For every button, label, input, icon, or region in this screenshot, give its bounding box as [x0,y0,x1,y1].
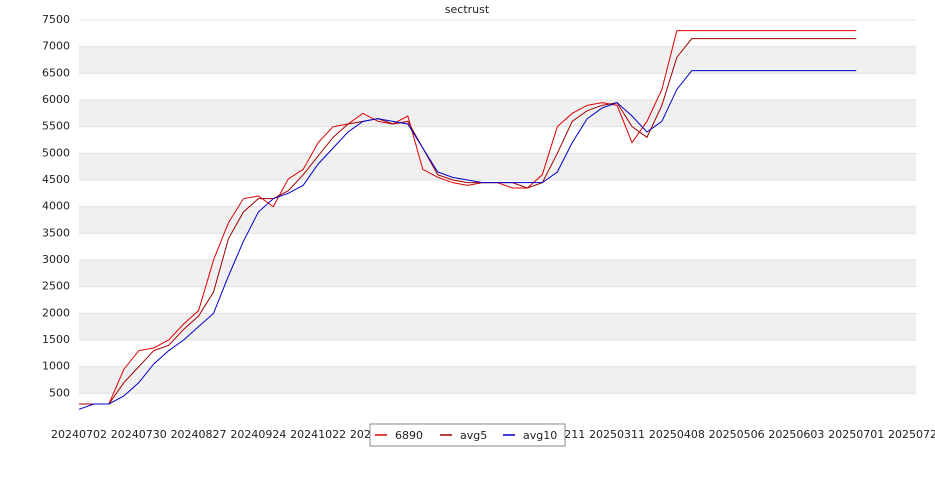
x-tick-label: 20250408 [649,428,705,441]
y-tick-label: 7000 [42,40,70,53]
band [79,313,916,340]
band [79,20,916,47]
series-line [79,30,857,405]
band [79,46,916,74]
y-tick-label: 1500 [42,333,70,346]
series-line [78,70,857,410]
chart-title: sectrust [445,3,490,16]
y-tick-label: 7500 [42,13,70,26]
y-tick-label: 4000 [42,200,70,213]
band [79,180,916,207]
legend-box [369,423,566,447]
band [79,366,916,394]
y-tick-label: 5000 [42,146,70,159]
band [79,340,916,367]
series-line [79,38,857,405]
band [79,153,916,180]
x-tick-label: 20250311 [589,428,645,441]
y-tick-label: 3000 [42,253,70,266]
y-tick-label: 1000 [42,360,70,373]
y-tick-label: 6000 [42,93,70,106]
x-tick-label: 20240702 [51,428,107,441]
band [79,100,916,127]
y-tick-label: 2500 [42,280,70,293]
band [79,126,916,154]
band [79,206,916,234]
y-tick-label: 500 [49,386,70,399]
x-tick-label: 20240924 [230,428,286,441]
x-tick-label: 20250701 [828,428,884,441]
y-tick-label: 5500 [42,120,70,133]
band [79,73,916,100]
y-tick-label: 6500 [42,66,70,79]
legend-label: avg5 [460,429,487,442]
y-tick-label: 4500 [42,173,70,186]
x-tick-label: 20250506 [709,428,765,441]
x-tick-label: 20240827 [171,428,227,441]
legend-label: 6890 [395,429,423,442]
x-tick-label: 20241022 [290,428,346,441]
x-tick-label: 20240730 [111,428,167,441]
y-tick-label: 2000 [42,306,70,319]
x-tick-label: 20250729 [888,428,935,441]
y-tick-label: 3500 [42,226,70,239]
x-tick-label: 20250603 [768,428,824,441]
band [79,233,916,260]
band [79,260,916,287]
legend-label: avg10 [523,429,557,442]
